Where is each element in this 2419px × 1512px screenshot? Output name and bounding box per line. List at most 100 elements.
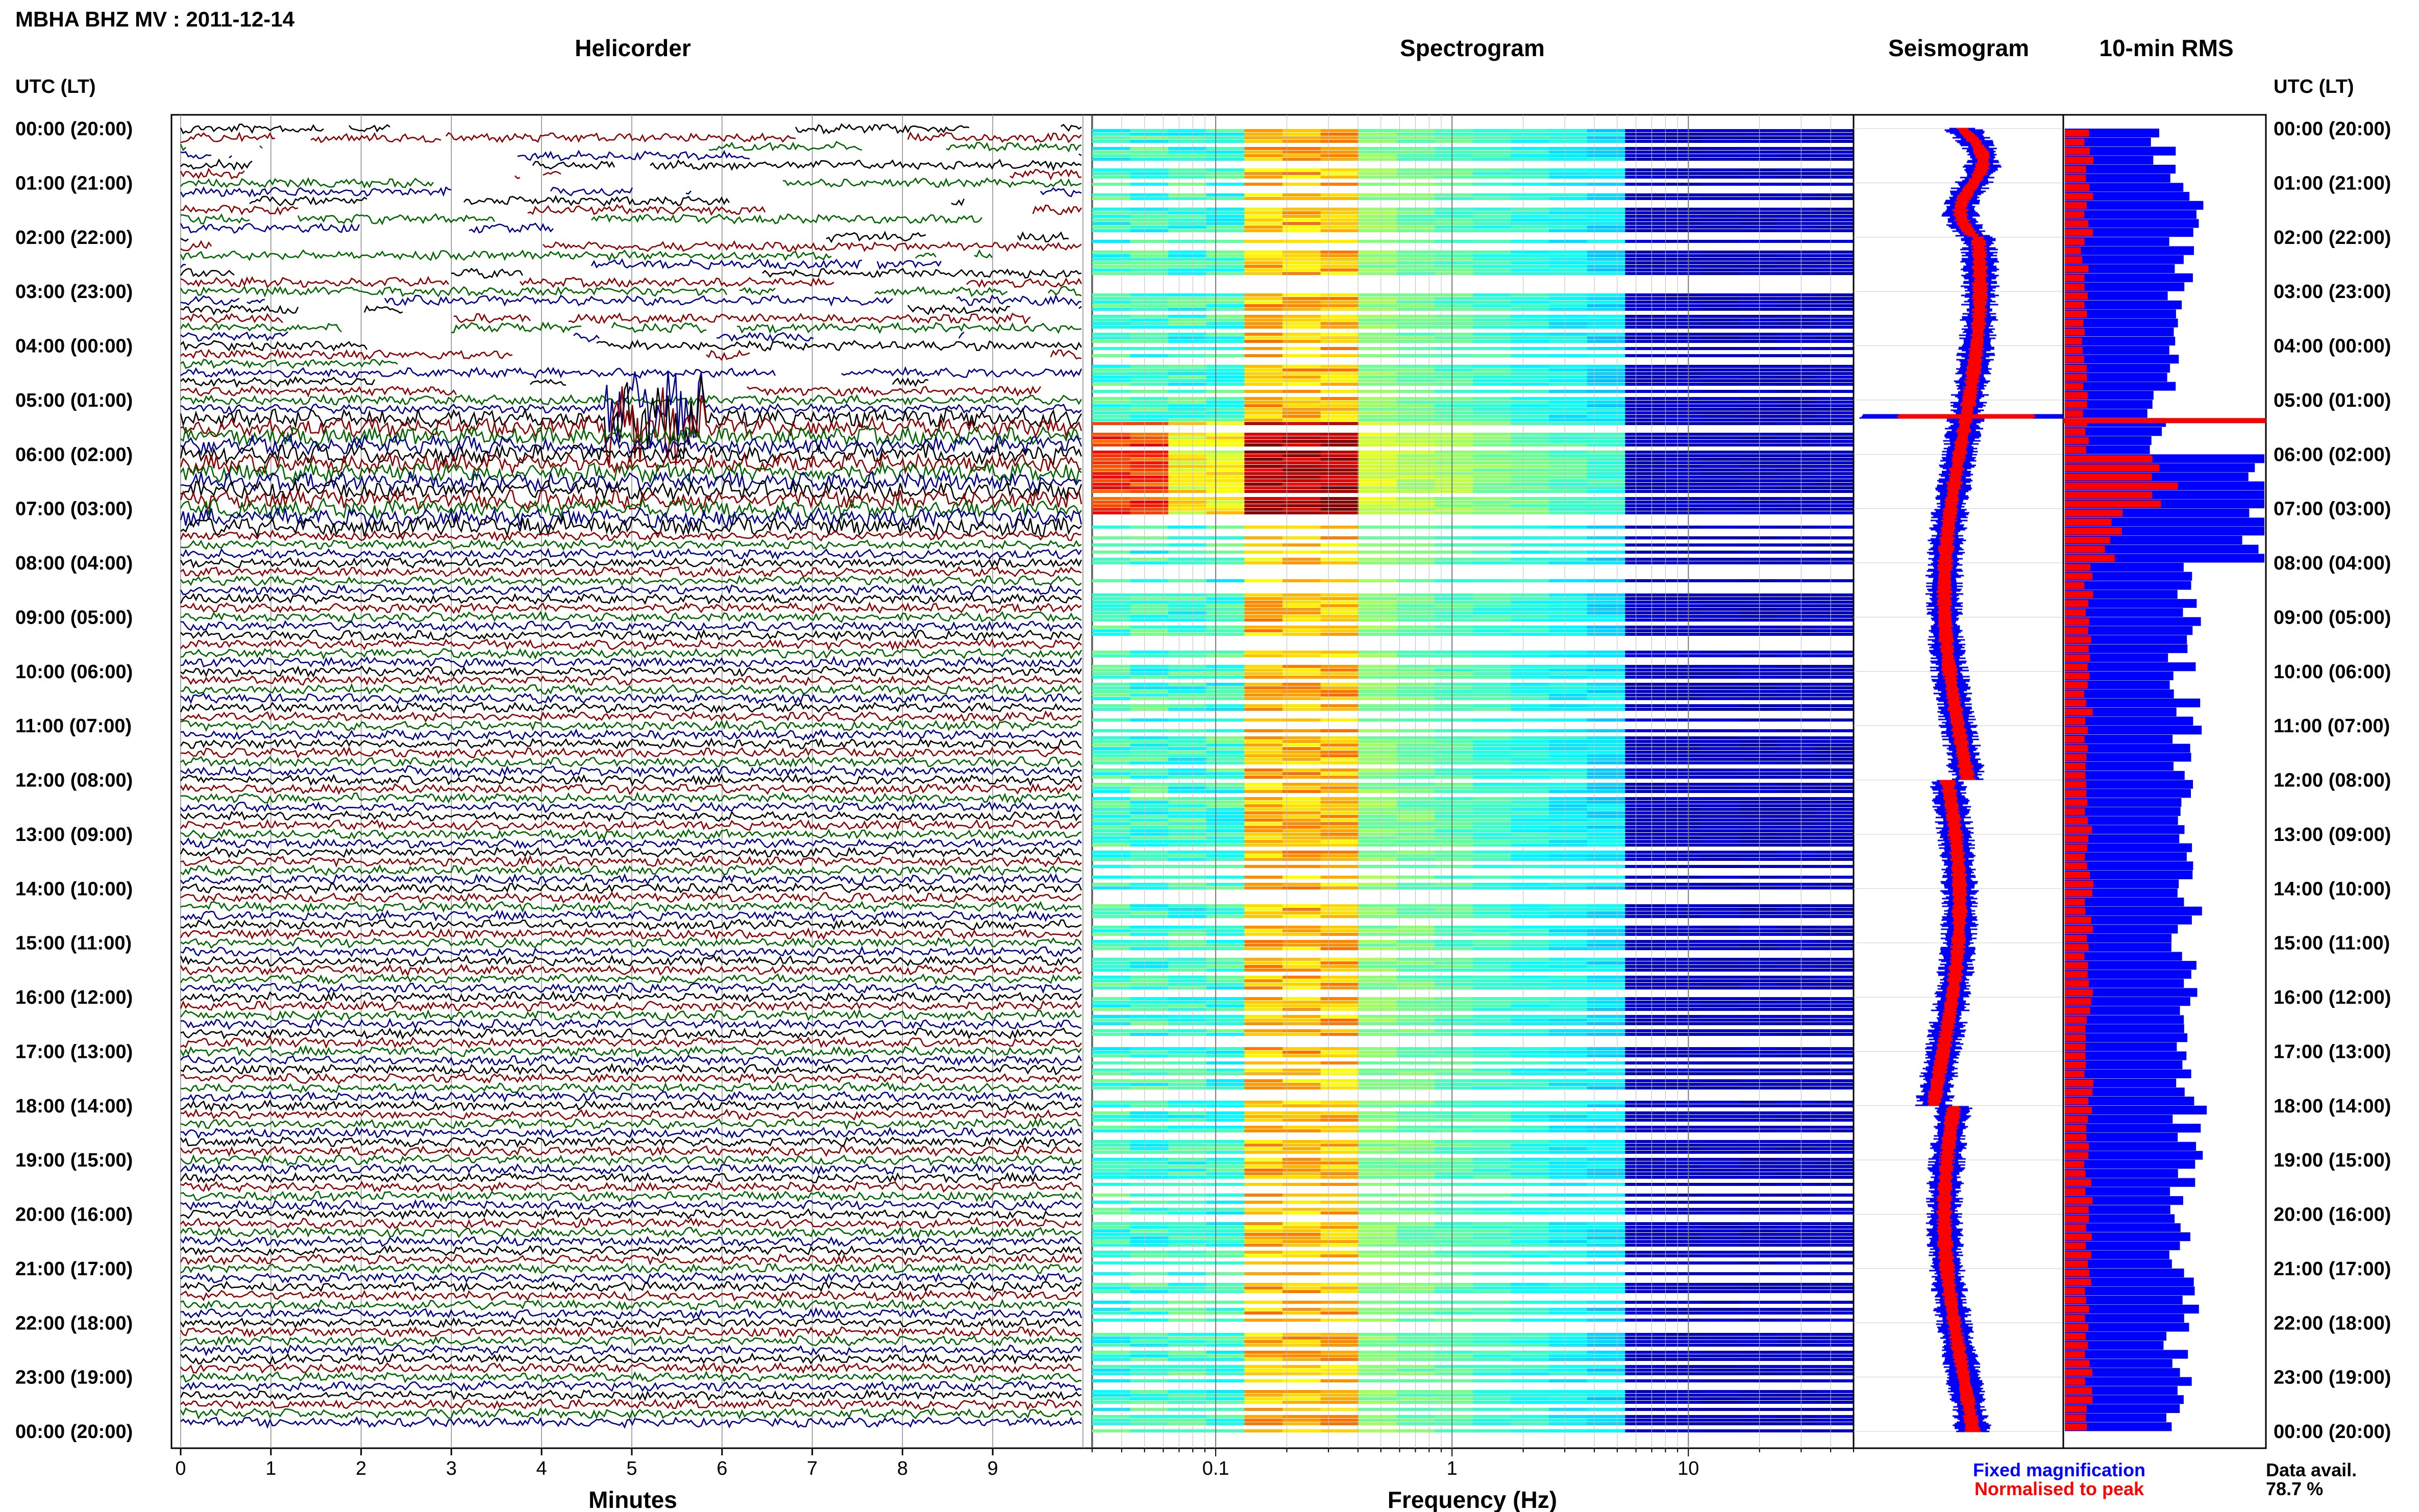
spectrogram-cell	[1244, 383, 1283, 386]
spectrogram-cell	[1396, 215, 1435, 218]
spectrogram-cell	[1206, 683, 1245, 686]
spectrogram-cell	[1359, 686, 1397, 689]
spectrogram-cell	[1320, 526, 1359, 529]
spectrogram-cell	[1663, 215, 1702, 218]
spectrogram-cell	[1320, 1351, 1359, 1354]
spectrogram-cell	[1549, 1344, 1588, 1347]
spectrogram-cell	[1282, 1351, 1321, 1354]
spectrogram-cell	[1473, 633, 1512, 636]
spectrogram-cell	[1473, 1029, 1512, 1032]
spectrogram-cell	[1815, 976, 1854, 979]
spectrogram-cell	[1244, 1319, 1283, 1322]
spectrogram-cell	[1359, 258, 1397, 261]
spectrogram-cell	[1815, 379, 1854, 382]
spectrogram-cell	[1320, 322, 1359, 325]
spectrogram-cell	[1663, 786, 1702, 789]
spectrogram-cell	[1130, 268, 1169, 271]
spectrogram-cell	[1549, 308, 1588, 311]
spectrogram-cell	[1511, 883, 1549, 886]
spectrogram-cell	[1663, 226, 1702, 229]
spectrogram-cell	[1396, 929, 1435, 932]
spectrogram-cell	[1320, 1119, 1359, 1122]
spectrogram-cell	[1282, 401, 1321, 404]
spectrogram-cell	[1206, 1390, 1245, 1393]
spectrogram-cell	[1320, 915, 1359, 918]
spectrogram-cell	[1092, 1244, 1131, 1247]
spectrogram-cell	[1663, 1286, 1702, 1290]
spectrogram-cell	[1549, 158, 1588, 161]
spectrogram-cell	[1701, 1415, 1740, 1418]
spectrogram-cell	[1359, 1333, 1397, 1336]
spectrogram-cell	[1663, 815, 1702, 818]
spectrogram-cell	[1206, 215, 1245, 218]
spectrogram-cell	[1396, 876, 1435, 879]
spectrogram-cell	[1739, 693, 1778, 697]
spectrogram-cell	[1244, 333, 1283, 336]
helicorder-trace	[180, 629, 1082, 642]
spectrogram-cell	[1777, 1115, 1816, 1118]
spectrogram-cell	[1206, 483, 1245, 486]
spectrogram-cell	[1320, 1144, 1359, 1147]
spectrogram-cell	[1739, 1369, 1778, 1372]
spectrogram-cell	[1549, 1061, 1588, 1064]
spectrogram-cell	[1739, 1261, 1778, 1265]
spectrogram-cell	[1587, 454, 1625, 457]
spectrogram-cell	[1282, 1126, 1321, 1129]
spectrogram-cell	[1511, 840, 1549, 843]
spectrogram-cell	[1359, 804, 1397, 807]
spectrogram-cell	[1473, 211, 1512, 214]
spectrogram-cell	[1282, 633, 1321, 636]
spectrogram-cell	[1396, 333, 1435, 336]
spectrogram-cell	[1625, 743, 1664, 747]
spectrogram-cell	[1625, 808, 1664, 811]
spectrogram-cell	[1587, 443, 1625, 447]
spectrogram-cell	[1244, 676, 1283, 679]
spectrogram-cell	[1473, 215, 1512, 218]
spectrogram-cell	[1587, 1165, 1625, 1168]
spectrogram-cell	[1625, 958, 1664, 961]
spectrogram-cell	[1130, 408, 1169, 411]
spectrogram-cell	[1701, 947, 1740, 950]
spectrogram-cell	[1739, 969, 1778, 972]
spectrogram-cell	[1777, 593, 1816, 597]
spectrogram-cell	[1359, 318, 1397, 321]
spectrogram-cell	[1396, 1144, 1435, 1147]
spectrogram-cell	[1282, 743, 1321, 747]
spectrogram-cell	[1130, 1176, 1169, 1179]
spectrogram-cell	[1777, 704, 1816, 707]
spectrogram-cell	[1511, 697, 1549, 700]
spectrogram-cell	[1777, 558, 1816, 561]
spectrogram-cell	[1777, 293, 1816, 296]
spectrogram-cell	[1777, 251, 1816, 254]
spectrogram-cell	[1473, 526, 1512, 529]
spectrogram-cell	[1359, 1101, 1397, 1104]
spectrogram-cell	[1435, 1022, 1473, 1025]
spectrogram-cell	[1473, 183, 1512, 186]
spectrogram-cell	[1625, 1161, 1664, 1164]
spectrogram-cell	[1815, 1308, 1854, 1311]
helicorder-trace	[180, 854, 1082, 868]
spectrogram-cell	[1435, 708, 1473, 711]
spectrogram-cell	[1396, 751, 1435, 754]
spectrogram-cell	[1435, 408, 1473, 411]
spectrogram-cell	[1663, 383, 1702, 386]
spectrogram-cell	[1244, 915, 1283, 918]
spectrogram-cell	[1092, 969, 1131, 972]
spectrogram-cell	[1130, 1194, 1169, 1197]
spectrogram-cell	[1701, 176, 1740, 179]
spectrogram-cell	[1168, 836, 1207, 839]
spectrogram-cell	[1511, 1229, 1549, 1232]
helicorder-trace	[180, 764, 1082, 778]
spectrogram-cell	[1244, 786, 1283, 789]
spectrogram-cell	[1511, 876, 1549, 879]
helicorder-trace	[180, 1191, 1082, 1203]
spectrogram-cell	[1473, 336, 1512, 339]
spectrogram-cell	[1092, 1419, 1131, 1422]
spectrogram-cell	[1092, 947, 1131, 950]
spectrogram-cell	[1168, 1208, 1207, 1211]
spectrogram-cell	[1092, 140, 1131, 143]
spectrogram-cell	[1625, 1033, 1664, 1036]
spectrogram-cell	[1815, 390, 1854, 393]
spectrogram-cell	[1815, 440, 1854, 443]
spectrogram-cell	[1092, 1358, 1131, 1361]
